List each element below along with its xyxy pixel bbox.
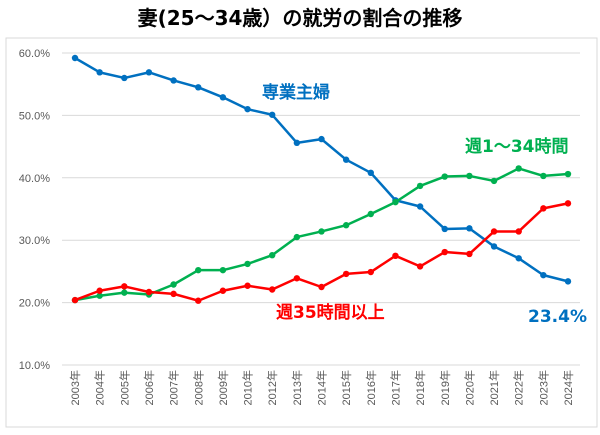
data-point bbox=[416, 203, 424, 210]
data-point bbox=[564, 200, 572, 207]
data-point bbox=[392, 198, 399, 206]
data-point bbox=[490, 228, 498, 235]
data-point bbox=[564, 170, 572, 178]
data-point bbox=[490, 177, 498, 185]
data-point bbox=[293, 275, 301, 282]
data-point bbox=[342, 156, 350, 163]
data-point bbox=[318, 228, 325, 235]
x-tick-label: 2017年 bbox=[388, 370, 402, 405]
data-point bbox=[367, 210, 374, 218]
x-tick-label: 2006年 bbox=[142, 370, 156, 405]
data-point bbox=[490, 243, 498, 250]
data-point bbox=[293, 139, 301, 147]
data-point bbox=[145, 69, 153, 76]
data-point bbox=[342, 222, 350, 229]
data-point bbox=[96, 69, 103, 76]
data-point bbox=[318, 135, 325, 143]
data-point bbox=[466, 225, 473, 232]
data-point bbox=[195, 297, 202, 304]
data-point bbox=[564, 278, 572, 285]
data-point bbox=[170, 290, 177, 298]
data-point bbox=[244, 282, 251, 289]
x-tick-label: 2013年 bbox=[290, 370, 304, 405]
y-tick-label: 20.0% bbox=[19, 298, 50, 310]
data-point bbox=[416, 182, 424, 190]
data-point bbox=[244, 105, 251, 113]
y-tick-label: 10.0% bbox=[19, 360, 50, 372]
data-point bbox=[515, 165, 522, 172]
x-tick-label: 2016年 bbox=[364, 370, 378, 405]
data-point bbox=[170, 77, 177, 84]
y-tick-label: 60.0% bbox=[19, 48, 50, 60]
x-tick-label: 2019年 bbox=[438, 370, 452, 405]
data-point bbox=[466, 250, 473, 258]
x-tick-label: 2008年 bbox=[191, 370, 205, 405]
x-tick-label: 2018年 bbox=[413, 370, 427, 405]
data-point bbox=[318, 283, 325, 291]
data-point bbox=[96, 292, 103, 299]
data-point bbox=[367, 169, 374, 177]
x-tick-label: 2004年 bbox=[93, 370, 107, 405]
x-tick-label: 2005年 bbox=[117, 370, 131, 405]
series-label-part-time: 週1～34時間 bbox=[465, 136, 569, 157]
data-point bbox=[195, 266, 202, 274]
data-point bbox=[441, 248, 448, 256]
data-point bbox=[121, 74, 128, 82]
chart-title: 妻(25～34歳）の就労の割合の推移 bbox=[138, 6, 463, 30]
data-point bbox=[466, 172, 473, 180]
data-point bbox=[195, 84, 202, 91]
y-tick-label: 50.0% bbox=[19, 110, 50, 122]
data-point bbox=[219, 266, 227, 274]
data-point bbox=[219, 287, 227, 294]
x-tick-label: 2024年 bbox=[561, 370, 575, 405]
series-label-full-time: 週35時間以上 bbox=[276, 302, 385, 323]
data-point bbox=[269, 251, 276, 259]
data-point bbox=[441, 225, 448, 233]
x-tick-label: 2020年 bbox=[462, 370, 476, 405]
x-tick-label: 2021年 bbox=[487, 370, 501, 405]
x-tick-label: 2009年 bbox=[216, 370, 230, 405]
x-tick-label: 2007年 bbox=[167, 370, 181, 405]
data-point bbox=[145, 288, 153, 296]
data-point bbox=[515, 228, 522, 235]
x-tick-label: 2015年 bbox=[339, 370, 353, 405]
data-point bbox=[392, 252, 399, 259]
data-point bbox=[96, 287, 103, 294]
x-tick-label: 2003年 bbox=[68, 370, 82, 405]
data-point bbox=[416, 263, 424, 270]
data-point bbox=[219, 94, 227, 101]
data-point bbox=[121, 289, 128, 296]
y-tick-label: 30.0% bbox=[19, 235, 50, 247]
series-label-housewife: 専業主婦 bbox=[262, 82, 330, 103]
data-point bbox=[540, 271, 547, 279]
x-tick-label: 2022年 bbox=[512, 370, 526, 405]
data-point bbox=[269, 286, 276, 293]
data-point bbox=[121, 283, 128, 290]
y-tick-label: 40.0% bbox=[19, 173, 50, 185]
data-point bbox=[540, 172, 547, 180]
data-point bbox=[441, 173, 448, 180]
data-point bbox=[71, 54, 79, 62]
x-tick-label: 2010年 bbox=[241, 370, 255, 405]
x-tick-label: 2023年 bbox=[536, 370, 550, 405]
data-point bbox=[244, 260, 251, 268]
data-point bbox=[293, 233, 301, 241]
x-tick-label: 2012年 bbox=[265, 370, 279, 405]
annotation-last-value: 23.4% bbox=[528, 307, 587, 327]
x-tick-label: 2014年 bbox=[315, 370, 329, 405]
chart-frame bbox=[5, 37, 598, 428]
data-point bbox=[269, 111, 276, 118]
data-point bbox=[71, 296, 79, 304]
data-point bbox=[515, 255, 522, 262]
data-point bbox=[540, 205, 547, 212]
data-point bbox=[170, 281, 177, 288]
data-point bbox=[342, 270, 350, 278]
data-point bbox=[367, 268, 374, 276]
